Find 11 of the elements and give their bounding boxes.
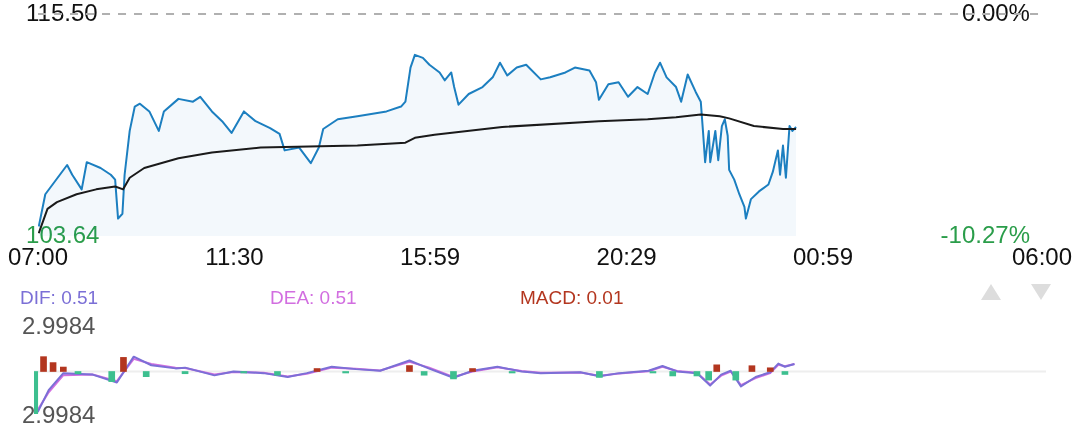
y2-tick-label: 0.00%: [961, 0, 1030, 26]
x-tick-label: 15:59: [400, 243, 461, 271]
y-tick-label: 2.9984: [22, 311, 96, 339]
y-tick-label: 115.50: [26, 0, 98, 26]
y-tick-label: 2.9984: [22, 400, 96, 428]
text: DIF: 0.51: [20, 286, 99, 308]
x-tick-label: 11:30: [205, 243, 264, 271]
text: DEA: 0.51: [270, 286, 357, 308]
x-tick-label: 20:29: [596, 243, 657, 271]
text: MACD: 0.01: [520, 286, 624, 308]
x-tick-label: 00:59: [792, 243, 854, 271]
